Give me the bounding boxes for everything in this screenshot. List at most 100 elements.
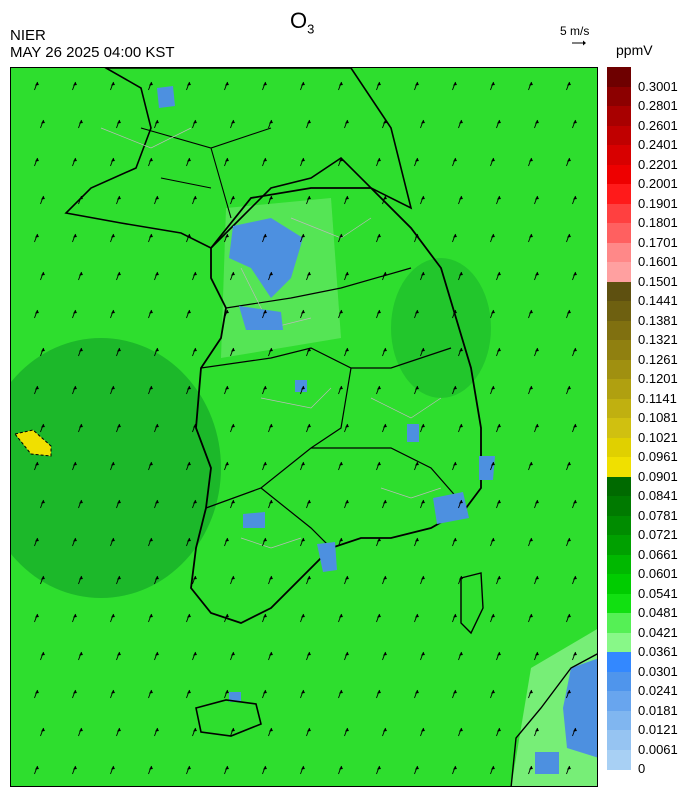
wind-vector-head: [72, 82, 77, 86]
wind-vector-head: [148, 158, 153, 162]
wind-vector-head: [566, 310, 571, 314]
wind-vector-head: [452, 158, 457, 162]
wind-vector-head: [268, 652, 273, 656]
color-scale-cell: [607, 535, 631, 555]
wind-vector-head: [414, 386, 419, 390]
wind-vector-head: [414, 234, 419, 238]
wind-vector-head: [420, 424, 425, 428]
wind-vector-head: [192, 500, 197, 504]
color-scale-label: 0.0181: [638, 702, 678, 718]
color-scale-cell: [607, 281, 631, 302]
wind-vector-head: [382, 652, 387, 656]
wind-vector-head: [376, 234, 381, 238]
wind-vector-head: [420, 728, 425, 732]
low-ozone-gwangju: [243, 512, 265, 528]
wind-vector-head: [338, 462, 343, 466]
color-scale-cell: [607, 67, 631, 87]
color-scale-cell: [607, 379, 631, 399]
wind-vector-head: [452, 766, 457, 770]
low-ozone-kyushu-south: [535, 752, 559, 774]
wind-vector-head: [572, 424, 577, 428]
color-scale-label: 0.0121: [638, 722, 678, 737]
wind-vector-head: [116, 424, 121, 428]
wind-vector-head: [376, 690, 381, 694]
wind-vector-head: [490, 538, 495, 542]
wind-vector-head: [376, 82, 381, 86]
wind-vector-head: [414, 538, 419, 542]
wind-vector-head: [230, 500, 235, 504]
color-scale-label: 0.1141: [638, 390, 677, 406]
wind-vector-head: [344, 120, 349, 124]
wind-vector-head: [528, 82, 533, 86]
wind-vector-head: [78, 652, 83, 656]
wind-vector-head: [572, 272, 577, 276]
wind-vector-head: [224, 386, 229, 390]
color-scale-label: 0.1701: [638, 234, 678, 250]
wind-vector-head: [528, 766, 533, 770]
color-scale-label: 0.0781: [638, 507, 678, 523]
wind-vector-head: [458, 652, 463, 656]
wind-vector-head: [496, 728, 501, 732]
wind-vector-head: [490, 158, 495, 162]
color-scale-cell: [607, 262, 631, 282]
wind-vector-head: [458, 576, 463, 580]
wind-vector-head: [452, 310, 457, 314]
wind-vector-head: [116, 196, 121, 200]
wind-vector-head: [306, 424, 311, 428]
wind-vector-head: [224, 690, 229, 694]
wind-vector-head: [224, 614, 229, 618]
wind-vector-head: [528, 158, 533, 162]
wind-vector-head: [382, 196, 387, 200]
wind-vector-head: [300, 690, 305, 694]
color-scale-cell: [607, 515, 631, 536]
color-scale-label: 0.2601: [638, 117, 678, 133]
ozone-map[interactable]: [10, 67, 598, 787]
wind-vector-head: [72, 158, 77, 162]
province-boundary-north: [140, 127, 272, 219]
wind-vector-head: [40, 500, 45, 504]
unit-label: ppmV: [616, 42, 653, 58]
wind-vector-head: [300, 766, 305, 770]
color-scale-cell: [607, 574, 631, 594]
wind-vector-head: [224, 158, 229, 162]
wind-vector-head: [40, 576, 45, 580]
jeju-island-boundary: [195, 699, 262, 737]
wind-vector-head: [40, 348, 45, 352]
tsushima-island-boundary: [460, 572, 484, 635]
wind-vector-head: [420, 576, 425, 580]
wind-vector-head: [420, 348, 425, 352]
wind-vector-head: [572, 576, 577, 580]
wind-vector-head: [300, 538, 305, 542]
wind-vector-head: [376, 614, 381, 618]
wind-vector-head: [262, 82, 267, 86]
wind-vector-head: [110, 310, 115, 314]
color-scale-cell: [607, 730, 631, 750]
wind-vector-head: [154, 424, 159, 428]
color-scale-label: 0.0721: [638, 527, 678, 542]
wind-vector-head: [154, 728, 159, 732]
wind-vector-head: [490, 234, 495, 238]
wind-vector-head: [420, 272, 425, 276]
wind-vector-head: [268, 576, 273, 580]
wind-vector-head: [148, 690, 153, 694]
wind-vector-head: [452, 234, 457, 238]
wind-vector-head: [458, 272, 463, 276]
north-korea-boundary: [64, 68, 413, 249]
wind-vector-head: [72, 766, 77, 770]
wind-vector-head: [78, 120, 83, 124]
wind-vector-head: [78, 348, 83, 352]
wind-vector-head: [496, 500, 501, 504]
wind-vector-head: [262, 310, 267, 314]
wind-vector-head: [534, 196, 539, 200]
wind-vector-head: [534, 500, 539, 504]
color-scale-cell: [607, 691, 631, 711]
wind-vector-head: [78, 500, 83, 504]
color-scale-label: 0.3001: [638, 78, 678, 94]
wind-vector-head: [306, 196, 311, 200]
wind-vector-head: [72, 234, 77, 238]
wind-vector-head: [344, 348, 349, 352]
wind-vector-head: [110, 538, 115, 542]
wind-vector-head: [224, 82, 229, 86]
wind-vector-head: [110, 234, 115, 238]
wind-vector-head: [154, 576, 159, 580]
